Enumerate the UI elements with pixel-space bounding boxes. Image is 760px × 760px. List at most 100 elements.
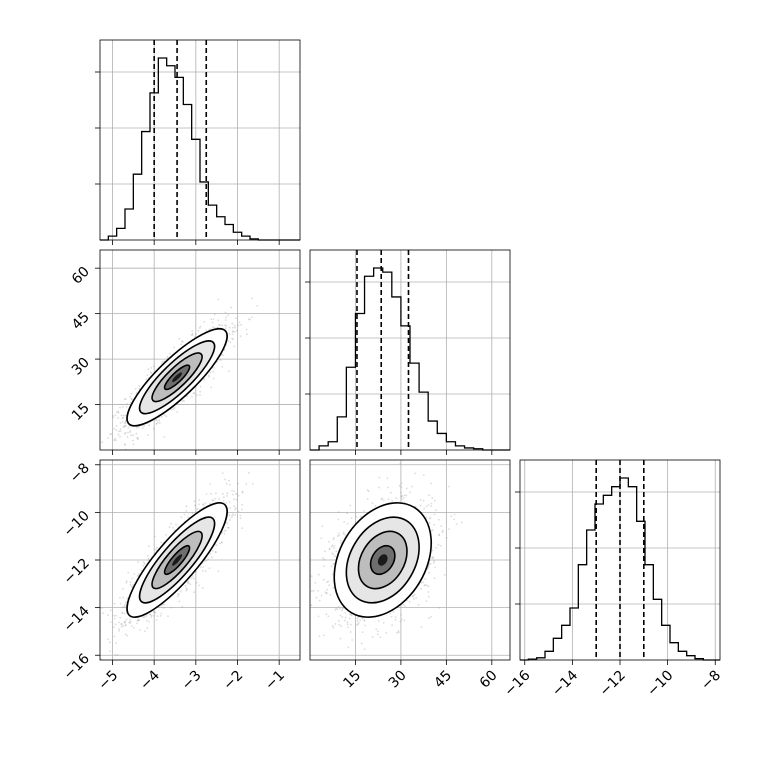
scatter-point	[203, 378, 206, 381]
scatter-point	[311, 590, 313, 592]
scatter-point	[237, 482, 239, 485]
scatter-point	[366, 489, 369, 492]
scatter-point	[223, 530, 226, 532]
scatter-point	[132, 434, 135, 437]
scatter-point	[121, 417, 124, 420]
scatter-point	[173, 346, 176, 349]
scatter-point	[137, 618, 139, 621]
scatter-point	[339, 541, 342, 544]
scatter-point	[197, 329, 200, 332]
scatter-point	[337, 535, 339, 537]
scatter-point	[226, 492, 229, 495]
scatter-panel-1-2	[306, 459, 511, 665]
scatter-point	[131, 577, 134, 580]
scatter-point	[364, 624, 366, 627]
scatter-point	[438, 534, 440, 536]
scatter-point	[306, 586, 308, 588]
scatter-point	[267, 438, 269, 440]
scatter-point	[219, 324, 221, 326]
scatter-point	[400, 495, 403, 498]
scatter-point	[340, 625, 343, 628]
scatter-point	[400, 495, 403, 498]
scatter-point	[208, 567, 211, 570]
scatter-point	[251, 316, 254, 319]
scatter-point	[342, 531, 345, 534]
scatter-point	[121, 611, 124, 614]
scatter-point	[166, 355, 169, 358]
scatter-point	[231, 331, 234, 333]
scatter-point	[116, 411, 118, 414]
scatter-point	[356, 617, 359, 620]
scatter-point	[123, 424, 126, 427]
scatter-point	[378, 476, 381, 479]
scatter-point	[120, 625, 123, 628]
scatter-point	[180, 343, 183, 346]
scatter-point	[138, 425, 140, 428]
scatter-point	[401, 498, 403, 501]
scatter-frame	[99, 459, 301, 661]
scatter-point	[207, 558, 210, 561]
scatter-point	[435, 509, 437, 511]
scatter-point	[119, 602, 122, 605]
scatter-point	[146, 627, 149, 630]
scatter-panel-0-1	[95, 249, 301, 463]
scatter-point	[419, 504, 422, 507]
scatter-point	[427, 585, 430, 588]
scatter-point	[357, 623, 359, 626]
scatter-point	[191, 332, 194, 335]
scatter-point	[180, 516, 183, 519]
scatter-point	[185, 510, 188, 512]
scatter-point	[322, 634, 325, 637]
scatter-point	[371, 502, 374, 505]
scatter-point	[101, 441, 104, 443]
scatter-point	[409, 491, 411, 494]
scatter-point	[249, 318, 251, 321]
scatter-point	[344, 616, 347, 619]
scatter-point	[226, 522, 229, 525]
scatter-point	[224, 319, 227, 321]
scatter-point	[124, 420, 127, 423]
scatter-point	[122, 414, 125, 417]
scatter-point	[208, 375, 211, 378]
scatter-point	[331, 625, 334, 627]
scatter-point	[221, 472, 224, 474]
scatter-point	[113, 427, 116, 430]
scatter-point	[136, 436, 139, 439]
scatter-point	[181, 341, 184, 343]
scatter-point	[152, 427, 155, 430]
scatter-point	[184, 584, 187, 587]
scatter-point	[231, 337, 234, 340]
scatter-point	[125, 618, 128, 621]
scatter-point	[399, 620, 402, 623]
scatter-point	[102, 461, 104, 463]
scatter-frame	[99, 249, 301, 451]
scatter-point	[173, 406, 176, 409]
scatter-point	[156, 422, 158, 425]
scatter-point	[228, 326, 231, 329]
scatter-point	[325, 591, 328, 594]
scatter-point	[209, 552, 212, 555]
scatter-point	[357, 622, 360, 624]
scatter-point	[172, 527, 174, 529]
scatter-point	[170, 606, 173, 609]
scatter-point	[320, 594, 323, 597]
scatter-point	[221, 324, 224, 327]
scatter-point	[238, 321, 241, 324]
scatter-point	[229, 519, 231, 521]
scatter-point	[122, 606, 124, 609]
scatter-point	[121, 421, 124, 423]
scatter-point	[412, 598, 415, 600]
scatter-point	[239, 335, 242, 338]
scatter-point	[126, 436, 129, 438]
scatter-point	[116, 654, 119, 656]
scatter-point	[212, 377, 215, 380]
scatter-point	[129, 430, 132, 432]
scatter-point	[204, 502, 207, 504]
scatter-point	[438, 607, 441, 609]
scatter-point	[229, 507, 232, 510]
scatter-point	[145, 378, 148, 381]
scatter-point	[230, 306, 232, 309]
scatter-point	[431, 556, 433, 559]
scatter-point	[154, 548, 157, 551]
scatter-point	[163, 436, 166, 438]
